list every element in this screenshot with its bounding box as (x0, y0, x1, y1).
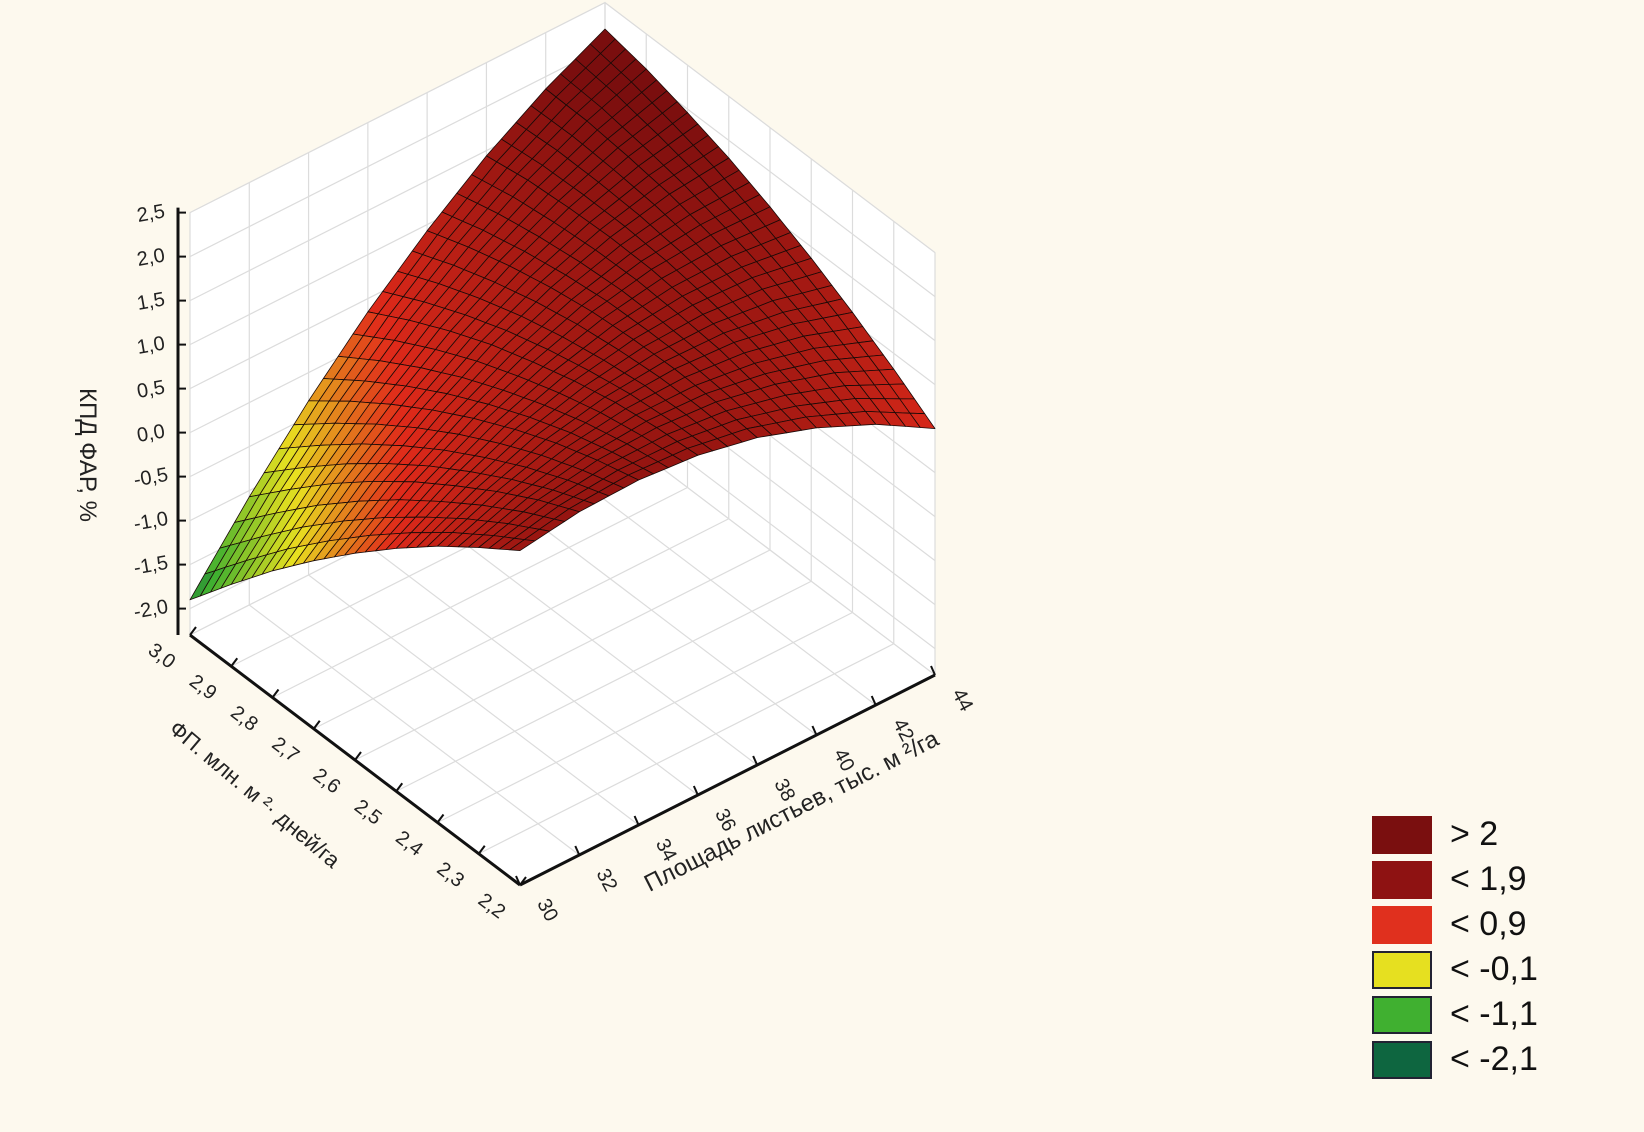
z-tick-label: -2,0 (132, 596, 170, 624)
x-tick (436, 813, 445, 824)
y-tick (574, 845, 581, 856)
z-tick-label: 1,5 (135, 288, 166, 314)
legend-swatch (1372, 995, 1432, 1034)
x-tick (189, 626, 197, 636)
legend: > 2 < 1,9 < 0,9 < -0,1 < -1,1 < -2,1 (1372, 812, 1538, 1082)
x-tick-label: 2,8 (226, 702, 261, 736)
floor-gridline (437, 611, 853, 824)
legend-item: < 0,9 (1372, 902, 1538, 947)
x-tick-label: 2,3 (433, 858, 468, 892)
z-tick-label: 0,0 (135, 420, 166, 446)
x-tick-label: 2,9 (185, 670, 220, 704)
x-tick (230, 657, 239, 667)
x-tick (519, 876, 527, 886)
y-tick (930, 665, 936, 676)
floor-gridline (272, 486, 688, 699)
y-tick (870, 695, 877, 706)
x-tick-label: 2,7 (268, 733, 303, 767)
floor-gridline (395, 580, 812, 792)
floor-gridline (354, 549, 771, 761)
legend-swatch (1372, 950, 1432, 989)
legend-item: < -2,1 (1372, 1037, 1538, 1082)
y-tick-label: 30 (532, 895, 562, 925)
legend-label: < -0,1 (1450, 950, 1538, 988)
floor-gridline (313, 518, 730, 730)
y-tick (811, 725, 818, 736)
legend-label: < -2,1 (1450, 1040, 1538, 1078)
z-tick-label: -1,0 (132, 508, 170, 536)
surface-cell (509, 539, 536, 551)
legend-item: < -1,1 (1372, 992, 1538, 1037)
floor-gridline (248, 604, 580, 856)
z-tick-label: 2,5 (135, 200, 166, 226)
legend-label: < -1,1 (1450, 995, 1538, 1033)
legend-swatch (1372, 860, 1432, 899)
z-tick-label: 0,5 (135, 376, 166, 402)
legend-item: < 1,9 (1372, 857, 1538, 902)
x-tick (395, 782, 404, 792)
y-tick (752, 755, 759, 766)
y-tick-label: 32 (592, 865, 622, 895)
legend-label: < 0,9 (1450, 905, 1527, 943)
y-tick (633, 815, 640, 826)
legend-swatch (1372, 905, 1432, 944)
y-axis-line (519, 673, 936, 887)
x-axis-title: ФП. млн. м ²· дней/га (165, 716, 346, 874)
y-tick (692, 785, 699, 796)
x-tick-label: 2,2 (474, 889, 509, 923)
legend-label: > 2 (1450, 815, 1499, 853)
legend-swatch (1372, 1040, 1432, 1079)
legend-item: > 2 (1372, 812, 1538, 857)
x-tick-label: 2,5 (350, 795, 385, 829)
x-tick-label: 2,6 (309, 764, 344, 798)
floor-gridline (308, 574, 639, 826)
floor-gridline (367, 544, 699, 796)
wall-gridline (189, 1, 936, 254)
floor-gridline (426, 514, 758, 766)
z-tick-label: 2,0 (135, 244, 166, 270)
z-axis-title: КПД ФАР, % (74, 388, 101, 522)
x-tick (354, 751, 362, 761)
floor-gridline (478, 643, 895, 855)
x-tick (271, 688, 280, 699)
y-tick (515, 875, 521, 886)
legend-item: < -0,1 (1372, 947, 1538, 992)
z-tick-label: -1,5 (132, 552, 170, 580)
x-tick (477, 845, 486, 855)
z-tick-label: -0,5 (132, 464, 170, 492)
x-tick (312, 720, 321, 730)
legend-label: < 1,9 (1450, 860, 1527, 898)
z-tick-label: 1,0 (135, 332, 166, 358)
y-tick-label: 44 (947, 685, 977, 715)
legend-swatch (1372, 815, 1432, 854)
x-tick-label: 2,4 (391, 827, 426, 861)
x-tick-label: 3,0 (144, 639, 179, 673)
